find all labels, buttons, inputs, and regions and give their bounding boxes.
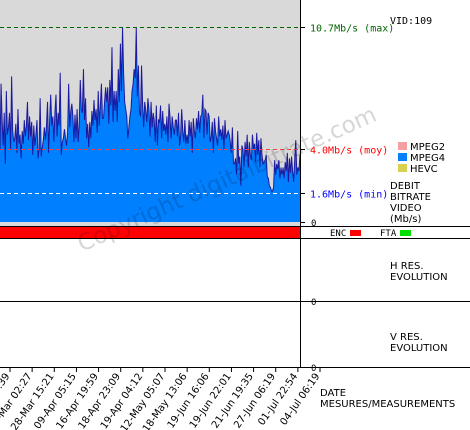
- legend-label-mpeg2: MPEG2: [410, 142, 445, 153]
- encryption-bar: [0, 227, 300, 238]
- x-axis-label-line-2: MESURES/MEASUREMENTS: [320, 399, 455, 410]
- bitrate-ylabel-line-4: (Mb/s): [390, 214, 421, 225]
- max-label: 10.7Mb/s (max): [310, 24, 394, 35]
- legend: MPEG2 MPEG4 HEVC: [398, 142, 445, 175]
- fta-label: FTA: [380, 229, 397, 239]
- mpeg4-outline: [0, 27, 301, 192]
- vid-label: VID:109: [390, 16, 432, 27]
- bitrate-ylabel-line-3: VIDEO: [390, 203, 422, 214]
- v-res-panel: 0 V RES. EVOLUTION: [0, 302, 470, 374]
- v-res-label-line-1: V RES.: [390, 332, 423, 343]
- legend-label-mpeg4: MPEG4: [410, 153, 445, 164]
- enc-label: ENC: [330, 229, 346, 239]
- bitrate-zero-tick: 0: [311, 219, 316, 229]
- bitrate-panel: 10.7Mb/s (max) 4.0Mb/s (moy) 1.6Mb/s (mi…: [0, 0, 445, 238]
- h-res-zero-tick: 0: [311, 298, 316, 308]
- legend-swatch-hevc: [398, 164, 407, 172]
- bitrate-ylabel-line-2: BITRATE: [390, 192, 431, 203]
- mpeg4-area: [0, 27, 300, 222]
- x-axis-label-line-1: DATE: [320, 388, 346, 399]
- h-res-label-line-1: H RES.: [390, 261, 424, 272]
- mpeg4-area-layer: [0, 27, 301, 222]
- legend-label-hevc: HEVC: [410, 164, 438, 175]
- status-row: ENC FTA: [0, 226, 470, 239]
- min-label: 1.6Mb/s (min): [310, 190, 388, 201]
- h-res-panel: 0 H RES. EVOLUTION: [0, 238, 470, 308]
- avg-label: 4.0Mb/s (moy): [310, 146, 388, 157]
- fta-indicator: [400, 230, 411, 236]
- enc-indicator: [350, 230, 361, 236]
- h-res-label-line-2: EVOLUTION: [390, 272, 448, 283]
- bitrate-ylabel-line-1: DEBIT: [390, 181, 421, 192]
- legend-swatch-mpeg4: [398, 153, 407, 161]
- v-res-label-line-2: EVOLUTION: [390, 343, 448, 354]
- legend-swatch-mpeg2: [398, 142, 407, 150]
- v-res-zero-tick: 0: [311, 364, 316, 374]
